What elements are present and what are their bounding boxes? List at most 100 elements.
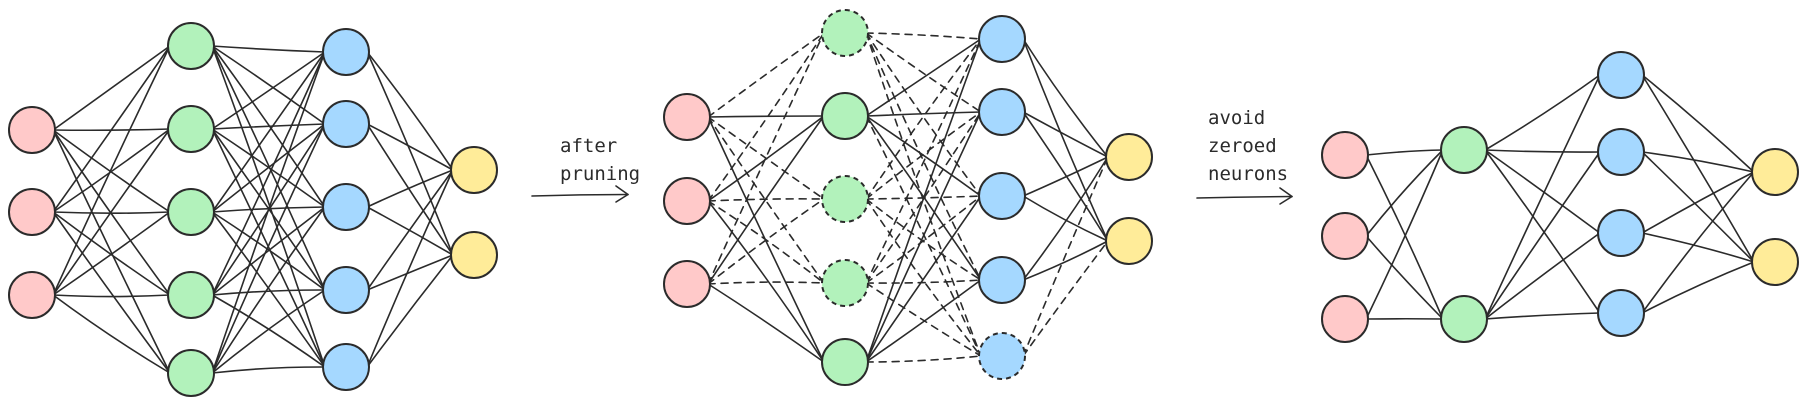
connection-l0-n2-to-n3: [707, 281, 825, 285]
connection-l0-n0-to-n1: [707, 115, 825, 118]
connection-l2-n3-to-n1: [1022, 240, 1109, 281]
input-neuron: [663, 260, 711, 308]
hidden2-neuron: [1597, 209, 1645, 257]
caption-after-line-1: after: [560, 135, 617, 157]
connection-l1-n2-to-n1: [865, 111, 982, 200]
connection-l2-n4-to-n0: [366, 169, 454, 368]
hidden1-neuron: [821, 338, 869, 386]
connection-l2-n2-to-n1: [1022, 195, 1109, 242]
connection-l1-n0-to-n4: [211, 45, 326, 368]
connection-l2-n1-to-n1: [1022, 111, 1109, 242]
input-neuron: [8, 106, 56, 154]
connection-l1-n0-to-n0: [1484, 74, 1601, 151]
connection-l0-n1-to-n2: [707, 198, 825, 202]
connection-l0-n0-to-n1: [1365, 154, 1444, 320]
output-neuron: [1751, 238, 1799, 286]
connection-l0-n0-to-n0: [1365, 149, 1444, 156]
connection-l1-n1-to-n1: [865, 111, 982, 117]
hidden2-neuron: [1597, 51, 1645, 99]
connections: [52, 45, 454, 374]
connection-l1-n0-to-n1: [1484, 149, 1601, 153]
connection-l0-n0-to-n0: [707, 32, 825, 118]
connection-l1-n3-to-n0: [865, 38, 982, 284]
hidden2-neuron: [978, 15, 1026, 63]
connection-l2-n0-to-n1: [1641, 74, 1755, 263]
hidden2-neuron: [322, 183, 370, 231]
connection-l0-n1-to-n3: [52, 211, 171, 296]
connection-l1-n4-to-n3: [865, 279, 982, 363]
connection-l0-n1-to-n3: [707, 200, 825, 284]
hidden2-neuron: [322, 343, 370, 391]
hidden1-neuron-zeroed: [821, 259, 869, 307]
original-network: [8, 22, 498, 397]
connection-l2-n3-to-n1: [366, 254, 454, 291]
connection-l2-n3-to-n0: [1022, 156, 1109, 281]
connection-l0-n2-to-n4: [707, 283, 825, 363]
connection-l1-n1-to-n3: [865, 115, 982, 281]
connection-l1-n3-to-n3: [865, 279, 982, 284]
connection-l0-n0-to-n3: [52, 129, 171, 296]
connection-l1-n2-to-n0: [211, 51, 326, 213]
connection-l1-n2-to-n2: [865, 195, 982, 200]
connection-l1-n1-to-n0: [1484, 74, 1601, 320]
hidden1-neuron: [167, 22, 215, 70]
connection-l1-n1-to-n0: [865, 38, 982, 117]
connection-l0-n2-to-n3: [52, 294, 171, 298]
hidden2-neuron: [1597, 289, 1645, 337]
connection-l1-n3-to-n2: [211, 206, 326, 296]
connection-l2-n1-to-n1: [1641, 151, 1755, 263]
connection-l2-n0-to-n1: [366, 51, 454, 256]
input-neuron: [1321, 295, 1369, 343]
hidden2-neuron-zeroed: [978, 332, 1026, 380]
compact-network: [1321, 51, 1799, 343]
neurons: [1321, 51, 1799, 343]
connection-l1-n2-to-n0: [865, 38, 982, 200]
connection-l1-n0-to-n2: [865, 32, 982, 197]
hidden1-neuron: [167, 271, 215, 319]
connection-l1-n4-to-n0: [211, 51, 326, 374]
hidden2-neuron: [322, 266, 370, 314]
hidden2-neuron: [978, 172, 1026, 220]
connection-l2-n0-to-n0: [1641, 74, 1755, 173]
hidden1-neuron: [1440, 295, 1488, 343]
connection-l0-n1-to-n1: [52, 128, 171, 213]
neurons: [8, 22, 498, 397]
output-neuron: [1751, 148, 1799, 196]
connection-l0-n0-to-n0: [52, 45, 171, 131]
hidden1-neuron-zeroed: [821, 175, 869, 223]
input-neuron: [8, 188, 56, 236]
connection-l1-n0-to-n2: [1484, 149, 1601, 234]
arrow-head: [615, 185, 629, 203]
output-neuron: [1105, 217, 1153, 265]
arrow-avoid-zeroed-neurons: avoid zeroed neurons: [1196, 107, 1293, 205]
hidden1-neuron: [821, 92, 869, 140]
connection-l0-n1-to-n0: [52, 45, 171, 213]
connection-l1-n2-to-n3: [211, 211, 326, 291]
connection-l2-n0-to-n1: [1022, 38, 1109, 242]
arrow-shaft: [1196, 195, 1293, 199]
connection-l1-n0-to-n3: [865, 32, 982, 281]
hidden2-neuron: [978, 256, 1026, 304]
connection-l0-n2-to-n0: [52, 45, 171, 296]
hidden2-neuron: [322, 100, 370, 148]
connection-l2-n1-to-n0: [1022, 111, 1109, 158]
connection-l1-n1-to-n3: [1484, 312, 1601, 320]
connection-l2-n2-to-n1: [1641, 232, 1755, 263]
connection-l1-n4-to-n3: [211, 289, 326, 374]
connection-l0-n1-to-n4: [52, 211, 171, 374]
connection-l2-n1-to-n0: [366, 123, 454, 171]
connection-l1-n4-to-n1: [865, 111, 982, 363]
connection-l1-n1-to-n1: [1484, 151, 1601, 320]
hidden2-neuron: [1597, 128, 1645, 176]
caption-avoid-line-1: avoid: [1208, 107, 1265, 129]
hidden1-neuron: [167, 188, 215, 236]
connection-l1-n4-to-n0: [865, 38, 982, 363]
connection-l0-n1-to-n1: [707, 115, 825, 202]
connection-l2-n0-to-n0: [366, 51, 454, 171]
connections: [1365, 74, 1755, 320]
connection-l2-n4-to-n0: [1022, 156, 1109, 357]
connection-l0-n2-to-n1: [52, 128, 171, 296]
connection-l2-n2-to-n0: [1022, 156, 1109, 197]
connection-l2-n4-to-n1: [1022, 240, 1109, 357]
connection-l0-n2-to-n1: [707, 115, 825, 285]
